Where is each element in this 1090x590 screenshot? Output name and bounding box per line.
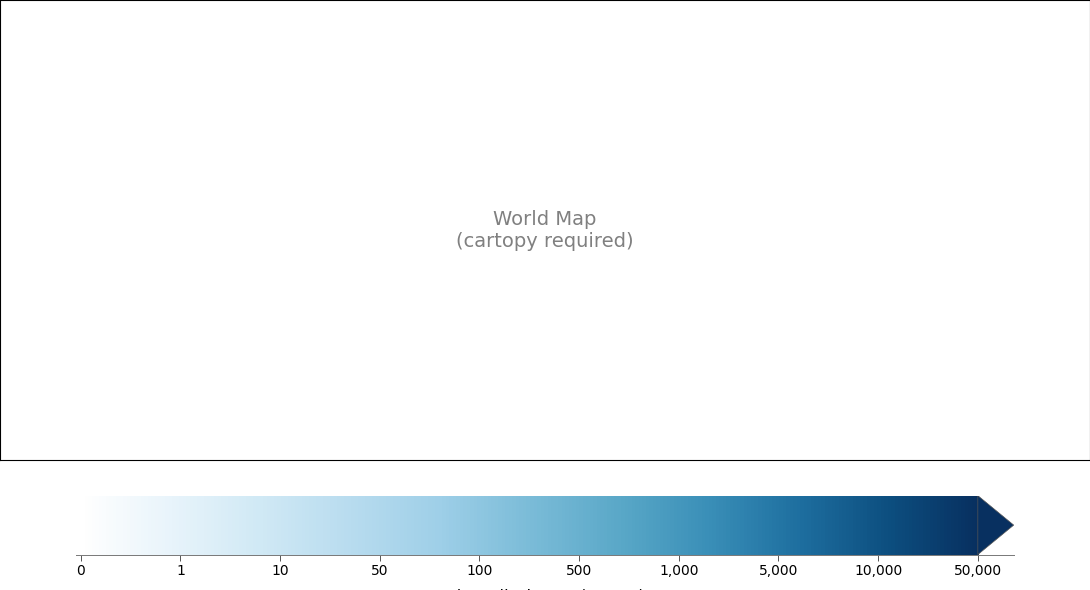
- Polygon shape: [978, 496, 1014, 555]
- Text: World Map
(cartopy required): World Map (cartopy required): [457, 209, 633, 251]
